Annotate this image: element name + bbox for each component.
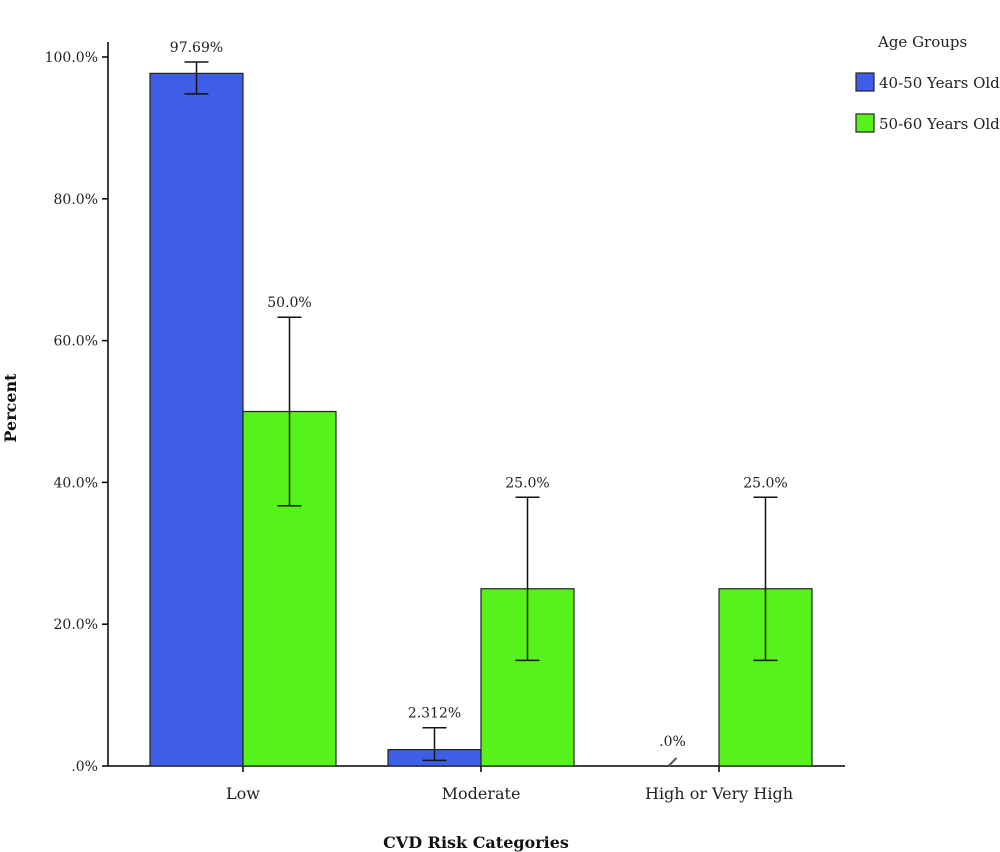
x-tick-label: Low — [226, 784, 260, 803]
bar — [667, 757, 678, 767]
bar — [149, 72, 244, 767]
data-label: .0% — [659, 734, 686, 750]
y-axis: .0% 20.0% 40.0% 60.0% 80.0% 100.0% — [45, 42, 109, 775]
y-tick-label: 40.0% — [54, 475, 98, 491]
legend-swatch — [855, 113, 875, 133]
legend-label: 50-60 Years Old — [879, 115, 1000, 133]
error-bars — [184, 61, 778, 762]
y-axis-title: Percent — [1, 373, 20, 443]
y-tick-label: 80.0% — [54, 192, 98, 208]
legend-title: Age Groups — [877, 33, 967, 51]
x-tick-label: High or Very High — [645, 784, 793, 803]
data-label: 97.69% — [170, 40, 223, 56]
bars — [149, 72, 813, 767]
data-label: 25.0% — [505, 475, 549, 491]
legend-label: 40-50 Years Old — [879, 74, 1000, 92]
x-axis: Low Moderate High or Very High — [108, 765, 845, 803]
y-tick-label: 20.0% — [54, 617, 98, 633]
data-label: 50.0% — [267, 295, 311, 311]
x-tick-label: Moderate — [442, 784, 521, 803]
x-axis-title: CVD Risk Categories — [383, 833, 569, 852]
y-tick-label: 100.0% — [45, 50, 98, 66]
y-tick-label: 60.0% — [54, 334, 98, 350]
legend: Age Groups 40-50 Years Old 50-60 Years Ol… — [855, 33, 1000, 133]
legend-swatch — [855, 72, 875, 92]
data-labels: 97.69% 2.312% .0% 50.0% 25.0% 25.0% — [170, 40, 788, 750]
data-label: 2.312% — [408, 706, 461, 722]
y-tick-label: .0% — [71, 759, 98, 775]
data-label: 25.0% — [743, 475, 787, 491]
